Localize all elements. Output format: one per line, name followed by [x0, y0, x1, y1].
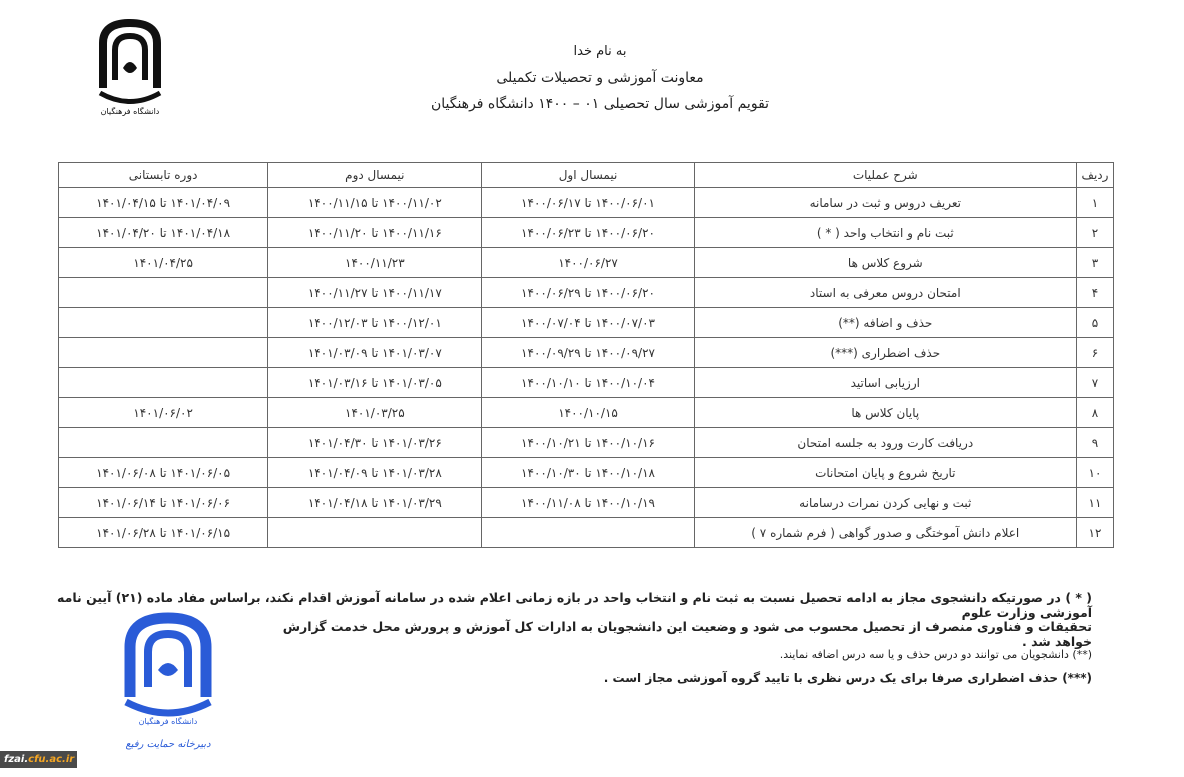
- cell-first-semester: ۱۴۰۰/۰۶/۲۷: [481, 247, 695, 278]
- svg-text:دبیرخانه حمایت رفیع: دبیرخانه حمایت رفیع: [125, 739, 211, 750]
- cell-first-semester: ۱۴۰۰/۰۷/۰۳ تا ۱۴۰۰/۰۷/۰۴: [481, 307, 695, 338]
- table-row: ۸ پایان کلاس ها ۱۴۰۰/۱۰/۱۵ ۱۴۰۱/۰۳/۲۵ ۱۴۰۱/۰…: [57, 397, 1115, 428]
- svg-text:دانشگاه فرهنگیان: دانشگاه فرهنگیان: [139, 716, 198, 726]
- cell-first-semester: ۱۴۰۰/۱۰/۱۸ تا ۱۴۰۰/۱۰/۳۰: [481, 457, 695, 488]
- cell-summer: ۱۴۰۱/۰۴/۲۵: [57, 247, 269, 278]
- cell-second-semester: ۱۴۰۱/۰۳/۰۵ تا ۱۴۰۱/۰۳/۱۶: [267, 367, 483, 398]
- svg-text:دانشگاه فرهنگیان: دانشگاه فرهنگیان: [101, 106, 160, 116]
- cell-row-number: ۲: [1075, 217, 1115, 248]
- cell-second-semester: ۱۴۰۰/۱۱/۰۲ تا ۱۴۰۰/۱۱/۱۵: [267, 187, 483, 218]
- note-2: (**) دانشجویان می توانند دو درس حذف و یا…: [779, 648, 1092, 661]
- cell-first-semester: ۱۴۰۰/۱۰/۱۹ تا ۱۴۰۰/۱۱/۰۸: [481, 487, 695, 518]
- cell-first-semester: ۱۴۰۰/۰۶/۲۰ تا ۱۴۰۰/۰۶/۲۹: [481, 277, 695, 308]
- watermark-part2: cfu.ac.ir: [28, 754, 75, 765]
- table-row: ۲ ثبت نام و انتخاب واحد ( * ) ۱۴۰۰/۰۶/۲۰ ت…: [57, 217, 1115, 248]
- watermark-part1: fzai.: [4, 754, 29, 765]
- cell-row-number: ۶: [1075, 337, 1115, 368]
- table-row: ۱۲ اعلام دانش آموختگی و صدور گواهی ( فرم …: [57, 517, 1115, 548]
- university-logo-stamp: دانشگاه فرهنگیان دبیرخانه حمایت رفیع: [124, 612, 212, 750]
- cell-description: حذف و اضافه (**): [693, 307, 1077, 338]
- cell-description: تعریف دروس و ثبت در سامانه: [693, 187, 1077, 218]
- university-logo: دانشگاه فرهنگیان: [98, 18, 162, 116]
- cell-description: ارزیابی اساتید: [693, 367, 1077, 398]
- note-1-continued: تحقیقات و فناوری منصرف از تحصیل محسوب می…: [282, 619, 1092, 649]
- cell-first-semester: ۱۴۰۰/۱۰/۰۴ تا ۱۴۰۰/۱۰/۱۰: [481, 367, 695, 398]
- note-3: (***) حذف اضطراری صرفا برای یک درس نظری …: [603, 671, 1092, 685]
- cell-first-semester: ۱۴۰۰/۰۶/۲۰ تا ۱۴۰۰/۰۶/۲۳: [481, 217, 695, 248]
- table-row: ۶ حذف اضطراری (***) ۱۴۰۰/۰۹/۲۷ تا ۱۴۰۰/۰۹/…: [57, 337, 1115, 368]
- note-1: ( * ) در صورتیکه دانشجوی مجاز به ادامه ت…: [57, 590, 1092, 620]
- cell-second-semester: ۱۴۰۰/۱۱/۱۷ تا ۱۴۰۰/۱۱/۲۷: [267, 277, 483, 308]
- cell-row-number: ۹: [1075, 427, 1115, 458]
- cell-row-number: ۱۰: [1075, 457, 1115, 488]
- academic-calendar-table: ردیف شرح عملیات نیمسال اول نیمسال دوم دو…: [57, 162, 1115, 548]
- col-header-row-number: ردیف: [1075, 162, 1115, 188]
- cell-first-semester: [481, 517, 695, 548]
- watermark: fzai.cfu.ac.ir: [0, 751, 77, 768]
- table-row: ۷ ارزیابی اساتید ۱۴۰۰/۱۰/۰۴ تا ۱۴۰۰/۱۰/۱۰ ۱…: [57, 367, 1115, 398]
- header-bismillah: به نام خدا: [573, 44, 627, 59]
- cell-summer: ۱۴۰۱/۰۴/۱۸ تا ۱۴۰۱/۰۴/۲۰: [57, 217, 269, 248]
- cell-first-semester: ۱۴۰۰/۰۹/۲۷ تا ۱۴۰۰/۰۹/۲۹: [481, 337, 695, 368]
- cell-summer: [57, 277, 269, 308]
- col-header-first-semester: نیمسال اول: [481, 162, 695, 188]
- cell-row-number: ۱: [1075, 187, 1115, 218]
- cell-second-semester: ۱۴۰۰/۱۲/۰۱ تا ۱۴۰۰/۱۲/۰۳: [267, 307, 483, 338]
- cell-description: شروع کلاس ها: [693, 247, 1077, 278]
- table-row: ۱۰ تاریخ شروع و پایان امتحانات ۱۴۰۰/۱۰/۱۸ …: [57, 457, 1115, 488]
- cell-second-semester: [267, 517, 483, 548]
- cell-summer: ۱۴۰۱/۰۶/۰۶ تا ۱۴۰۱/۰۶/۱۴: [57, 487, 269, 518]
- cell-second-semester: ۱۴۰۰/۱۱/۲۳: [267, 247, 483, 278]
- table-row: ۴ امتحان دروس معرفی به استاد ۱۴۰۰/۰۶/۲۰ تا…: [57, 277, 1115, 308]
- cell-description: ثبت نام و انتخاب واحد ( * ): [693, 217, 1077, 248]
- cell-second-semester: ۱۴۰۱/۰۳/۲۵: [267, 397, 483, 428]
- cell-summer: ۱۴۰۱/۰۶/۰۵ تا ۱۴۰۱/۰۶/۰۸: [57, 457, 269, 488]
- cell-summer: ۱۴۰۱/۰۶/۱۵ تا ۱۴۰۱/۰۶/۲۸: [57, 517, 269, 548]
- cell-summer: [57, 367, 269, 398]
- cell-row-number: ۷: [1075, 367, 1115, 398]
- cell-description: امتحان دروس معرفی به استاد: [693, 277, 1077, 308]
- cell-first-semester: ۱۴۰۰/۱۰/۱۶ تا ۱۴۰۰/۱۰/۲۱: [481, 427, 695, 458]
- header-department: معاونت آموزشی و تحصیلات تکمیلی: [496, 70, 704, 86]
- col-header-second-semester: نیمسال دوم: [267, 162, 483, 188]
- cell-row-number: ۸: [1075, 397, 1115, 428]
- cell-summer: [57, 307, 269, 338]
- cell-summer: [57, 427, 269, 458]
- cell-row-number: ۴: [1075, 277, 1115, 308]
- cell-row-number: ۱۲: [1075, 517, 1115, 548]
- cell-second-semester: ۱۴۰۰/۱۱/۱۶ تا ۱۴۰۰/۱۱/۲۰: [267, 217, 483, 248]
- cell-row-number: ۱۱: [1075, 487, 1115, 518]
- table-row: ۹ دریافت کارت ورود به جلسه امتحان ۱۴۰۰/۱۰/…: [57, 427, 1115, 458]
- cell-second-semester: ۱۴۰۱/۰۳/۲۶ تا ۱۴۰۱/۰۴/۳۰: [267, 427, 483, 458]
- cell-description: ثبت و نهایی کردن نمرات درسامانه: [693, 487, 1077, 518]
- cell-summer: ۱۴۰۱/۰۶/۰۲: [57, 397, 269, 428]
- cell-description: تاریخ شروع و پایان امتحانات: [693, 457, 1077, 488]
- cell-second-semester: ۱۴۰۱/۰۳/۰۷ تا ۱۴۰۱/۰۳/۰۹: [267, 337, 483, 368]
- cell-second-semester: ۱۴۰۱/۰۳/۲۸ تا ۱۴۰۱/۰۴/۰۹: [267, 457, 483, 488]
- table-row: ۵ حذف و اضافه (**) ۱۴۰۰/۰۷/۰۳ تا ۱۴۰۰/۰۷/۰…: [57, 307, 1115, 338]
- table-header-row: ردیف شرح عملیات نیمسال اول نیمسال دوم دو…: [57, 162, 1115, 188]
- cell-description: اعلام دانش آموختگی و صدور گواهی ( فرم شم…: [693, 517, 1077, 548]
- cell-description: دریافت کارت ورود به جلسه امتحان: [693, 427, 1077, 458]
- page-title: تقویم آموزشی سال تحصیلی ۰۱ – ۱۴۰۰ دانشگا…: [430, 96, 770, 112]
- col-header-summer: دوره تابستانی: [57, 162, 269, 188]
- cell-row-number: ۳: [1075, 247, 1115, 278]
- cell-summer: [57, 337, 269, 368]
- col-header-description: شرح عملیات: [693, 162, 1077, 188]
- table-row: ۱۱ ثبت و نهایی کردن نمرات درسامانه ۱۴۰۰/۱۰…: [57, 487, 1115, 518]
- cell-row-number: ۵: [1075, 307, 1115, 338]
- table-row: ۱ تعریف دروس و ثبت در سامانه ۱۴۰۰/۰۶/۰۱ تا…: [57, 187, 1115, 218]
- cell-description: پایان کلاس ها: [693, 397, 1077, 428]
- cell-first-semester: ۱۴۰۰/۰۶/۰۱ تا ۱۴۰۰/۰۶/۱۷: [481, 187, 695, 218]
- cell-description: حذف اضطراری (***): [693, 337, 1077, 368]
- cell-first-semester: ۱۴۰۰/۱۰/۱۵: [481, 397, 695, 428]
- cell-summer: ۱۴۰۱/۰۴/۰۹ تا ۱۴۰۱/۰۴/۱۵: [57, 187, 269, 218]
- cell-second-semester: ۱۴۰۱/۰۳/۲۹ تا ۱۴۰۱/۰۴/۱۸: [267, 487, 483, 518]
- table-row: ۳ شروع کلاس ها ۱۴۰۰/۰۶/۲۷ ۱۴۰۰/۱۱/۲۳ ۱۴۰۱/۰۴…: [57, 247, 1115, 278]
